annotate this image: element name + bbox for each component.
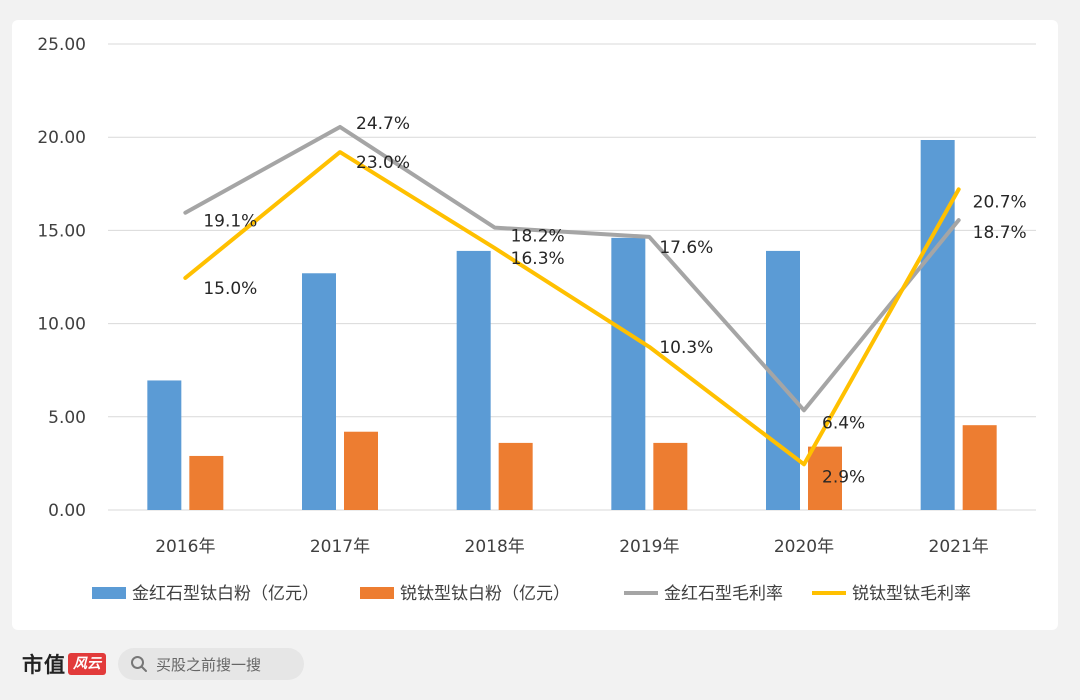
search-icon bbox=[131, 656, 147, 672]
data-label: 17.6% bbox=[659, 238, 713, 258]
bar-rutile bbox=[920, 139, 955, 510]
bar-rutile bbox=[766, 250, 800, 511]
data-label: 18.2% bbox=[511, 227, 565, 247]
data-label: 19.1% bbox=[203, 212, 257, 232]
legend-label: 锐钛型钛白粉（亿元） bbox=[400, 584, 570, 604]
search-placeholder: 买股之前搜一搜 bbox=[156, 655, 262, 674]
bar-anatase bbox=[344, 431, 378, 510]
x-tick-label: 2019年 bbox=[619, 537, 679, 557]
y-tick-label: 10.00 bbox=[37, 315, 86, 335]
data-label: 23.0% bbox=[356, 153, 410, 173]
footer: 市值 风云 买股之前搜一搜 bbox=[22, 646, 304, 682]
bar-rutile bbox=[147, 380, 182, 510]
y-tick-label: 0.00 bbox=[48, 501, 86, 521]
legend-label: 锐钛型钛毛利率 bbox=[852, 584, 971, 604]
bar-rutile bbox=[302, 273, 336, 510]
chart-card: 0.00 5.00 10.00 15.00 20.00 25.00 2016年 2017年 20… bbox=[12, 20, 1058, 630]
data-label: 2.9% bbox=[822, 467, 865, 487]
x-tick-label: 2016年 bbox=[155, 537, 215, 557]
bar-anatase bbox=[653, 442, 688, 510]
anatase-margin-line bbox=[183, 150, 961, 467]
brand-text: 市值 bbox=[22, 653, 66, 677]
data-label: 15.0% bbox=[203, 279, 257, 299]
data-label: 24.7% bbox=[356, 114, 410, 134]
search-box[interactable]: 买股之前搜一搜 bbox=[118, 648, 304, 680]
y-tick-label: 20.00 bbox=[37, 128, 86, 148]
x-tick-label: 2018年 bbox=[465, 537, 525, 557]
data-label: 20.7% bbox=[973, 192, 1027, 212]
chart: 0.00 5.00 10.00 15.00 20.00 25.00 2016年 2017年 20… bbox=[37, 35, 1036, 604]
y-tick-label: 25.00 bbox=[37, 35, 86, 55]
data-label: 16.3% bbox=[511, 249, 565, 269]
bar-anatase bbox=[189, 455, 224, 510]
x-tick-label: 2017年 bbox=[310, 537, 370, 557]
legend-swatch bbox=[92, 587, 126, 599]
data-label: 18.7% bbox=[973, 223, 1027, 243]
brand-logo[interactable]: 市值 风云 bbox=[22, 649, 106, 679]
bar-anatase bbox=[962, 425, 997, 510]
bar-anatase bbox=[808, 446, 842, 510]
y-tick-label: 15.00 bbox=[37, 221, 86, 241]
bar-anatase bbox=[498, 442, 533, 510]
legend-label: 金红石型毛利率 bbox=[664, 584, 783, 604]
legend-swatch bbox=[360, 587, 394, 599]
y-tick-label: 5.00 bbox=[48, 408, 86, 428]
bar-rutile bbox=[456, 250, 491, 511]
x-tick-label: 2020年 bbox=[774, 537, 834, 557]
data-label: 10.3% bbox=[659, 338, 713, 358]
brand-mark: 风云 bbox=[68, 653, 106, 675]
x-tick-label: 2021年 bbox=[929, 537, 989, 557]
legend-label: 金红石型钛白粉（亿元） bbox=[132, 584, 319, 604]
data-label: 6.4% bbox=[822, 413, 865, 433]
rutile-margin-line bbox=[183, 124, 961, 413]
bar-rutile bbox=[611, 237, 646, 510]
